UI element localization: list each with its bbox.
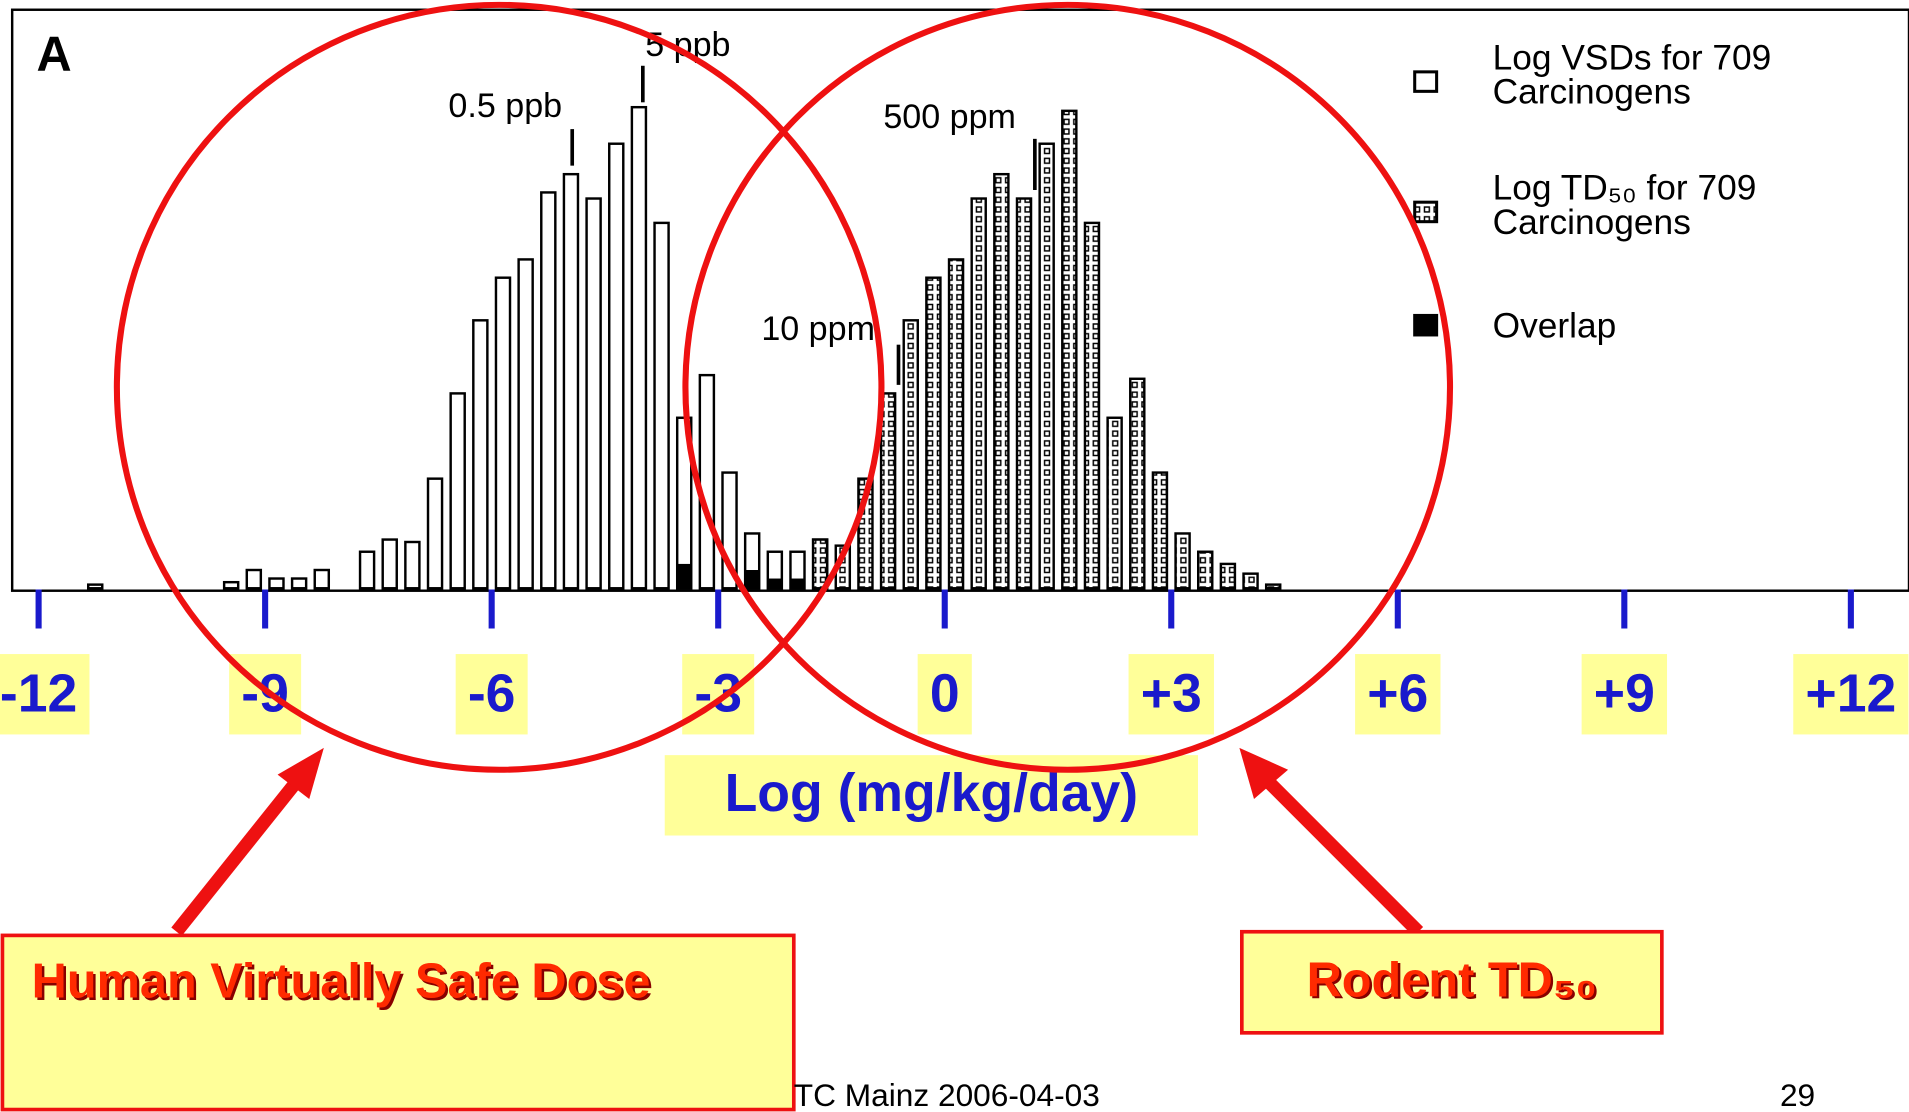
bar [925, 276, 942, 590]
bar [677, 563, 692, 589]
bar [585, 197, 602, 590]
bar [1083, 221, 1101, 590]
bar [879, 392, 897, 590]
x-tick-label: -12 [0, 664, 77, 723]
label-background [1793, 654, 1909, 735]
legend-label: Overlap [1492, 306, 1617, 346]
legend-swatch [1413, 200, 1439, 224]
bar [494, 276, 512, 590]
bar [245, 568, 263, 590]
bar [381, 538, 398, 590]
bar [947, 258, 965, 590]
annotation: 500 ppm [883, 98, 1016, 136]
legend-entry: Log TD₅₀ for 709 Carcinogens [1492, 171, 1757, 243]
label-background [455, 654, 528, 735]
legend-swatch [1413, 313, 1439, 337]
x-axis-label: Log (mg/kg/day) [725, 764, 1139, 823]
bar [1106, 416, 1123, 590]
legend-label: Log VSDs for 709 Carcinogens [1492, 41, 1772, 113]
bar [745, 570, 760, 589]
footer-text: TC Mainz 2006-04-03 [794, 1077, 1100, 1112]
x-tick-label: -6 [468, 664, 516, 723]
annotation: 10 ppm [761, 310, 875, 348]
bar [313, 568, 331, 590]
label-background [682, 654, 755, 735]
bar [970, 197, 987, 590]
bar [630, 105, 648, 590]
bar [268, 577, 285, 590]
annotation: 5 ppb [645, 26, 730, 64]
bar [608, 142, 625, 590]
label-background [0, 654, 90, 735]
bar [698, 373, 716, 590]
bar [1061, 109, 1078, 590]
x-tick-label: 0 [930, 664, 960, 723]
arrow-head [1239, 747, 1289, 799]
arrow-head [277, 747, 324, 799]
bar [1242, 572, 1259, 590]
bar [222, 580, 240, 590]
x-tick-label: +6 [1367, 664, 1428, 723]
bar [404, 540, 421, 590]
bar [562, 172, 580, 590]
highlight-circle [113, 1, 885, 773]
label-background [917, 654, 972, 735]
x-tick-label: +9 [1594, 664, 1655, 723]
bar [790, 578, 805, 589]
label-background [1355, 654, 1441, 735]
label-background [1128, 654, 1214, 735]
legend-entry: Overlap [1492, 306, 1617, 346]
bar [1015, 197, 1033, 590]
bar [902, 319, 919, 590]
bars [86, 105, 1282, 590]
bar [358, 550, 376, 590]
label-background [1581, 654, 1668, 735]
highlight-circle [682, 1, 1454, 773]
legend-swatch [1413, 70, 1439, 93]
bar [449, 392, 466, 590]
bar [472, 319, 489, 590]
callout-box [1239, 929, 1664, 1035]
legend-entry: Log VSDs for 709 Carcinogens [1492, 41, 1772, 113]
arrow [171, 775, 304, 936]
bar [86, 583, 104, 590]
legend: Log VSDs for 709 Carcinogens Log TD₅₀ for… [1413, 41, 1772, 346]
bar [1219, 562, 1237, 590]
x-tick-label: +3 [1141, 664, 1202, 723]
callout-box [0, 933, 796, 1112]
bar [767, 578, 782, 589]
callout: Human Virtually Safe Dose [31, 954, 651, 1009]
bar [1151, 471, 1169, 590]
bar [290, 577, 308, 590]
x-tick-label: +12 [1805, 664, 1896, 723]
x-axis: -12 -9 -6 -3 0 +3 +6 +9 +12 [0, 589, 1909, 735]
bar [1264, 583, 1282, 590]
panel-label: A [37, 28, 72, 82]
bar [1174, 532, 1191, 590]
bar [540, 191, 557, 590]
bar [993, 172, 1010, 590]
arrow [1261, 774, 1424, 937]
callout: Rodent TD₅₀ [1306, 953, 1598, 1008]
bar [517, 258, 534, 590]
callout-text: Rodent TD₅₀ [1306, 953, 1598, 1008]
bar [1038, 142, 1055, 590]
bar [426, 477, 444, 590]
annotation: 0.5 ppb [448, 87, 562, 125]
page-number: 29 [1780, 1077, 1815, 1112]
legend-label: Log TD₅₀ for 709 Carcinogens [1492, 171, 1757, 243]
bar [1129, 377, 1146, 590]
bar [653, 221, 670, 590]
bar [811, 538, 829, 590]
bar [1197, 550, 1214, 590]
callout-text: Human Virtually Safe Dose [31, 954, 651, 1009]
